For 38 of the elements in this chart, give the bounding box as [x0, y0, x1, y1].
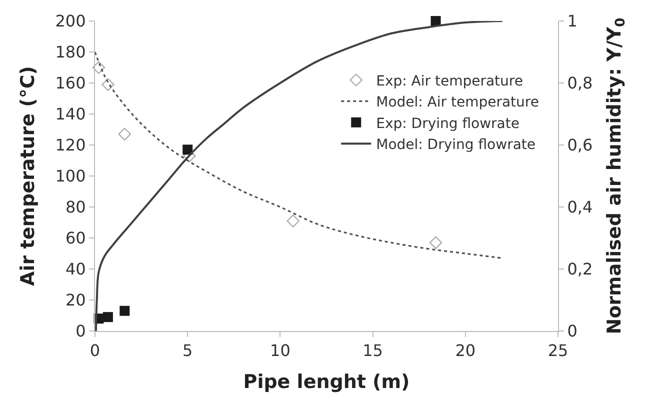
x-tick-label: 5: [182, 341, 193, 360]
x-tick-label: 25: [548, 341, 568, 360]
y-tick-label: 160: [55, 74, 86, 93]
y-tick-label: 200: [55, 12, 86, 31]
x-tick-label: 0: [90, 341, 100, 360]
legend-label: Model: Drying flowrate: [376, 137, 536, 154]
point: [429, 236, 442, 249]
x-axis-title: Pipe lenght (m): [243, 371, 410, 393]
x-tick-label: 20: [455, 341, 476, 360]
point: [120, 306, 130, 316]
y-tick-label: 180: [55, 42, 86, 62]
point: [102, 312, 113, 322]
point: [118, 128, 131, 140]
y2-tick-label: 0,2: [567, 260, 593, 279]
legend-label: Exp: Drying flowrate: [376, 116, 520, 132]
point: [286, 214, 300, 228]
legend-label: Exp: Air temperature: [376, 73, 523, 90]
point: [92, 61, 106, 74]
point: [430, 16, 441, 26]
y-tick-label: 0: [76, 322, 86, 341]
y-tick-label: 20: [65, 290, 86, 310]
y2-tick-label: 0,6: [567, 136, 593, 155]
legend-label: Model: Air temperature: [376, 94, 539, 111]
point: [102, 78, 114, 91]
y-tick-label: 140: [55, 104, 86, 124]
y2-tick-label: 0: [567, 322, 578, 341]
y-tick-label: 40: [65, 260, 86, 279]
y2-tick-label: 0,4: [567, 198, 593, 217]
x-tick-label: 10: [270, 341, 290, 360]
y2-tick-label: 1: [567, 12, 578, 31]
y2-tick-label: 0,8: [567, 74, 593, 93]
x-tick-label: 15: [362, 341, 383, 360]
point: [182, 144, 193, 155]
y-tick-label: 120: [55, 136, 86, 155]
y-tick-label: 60: [65, 228, 86, 248]
y-axis-title: Air temperature (°C): [17, 66, 40, 286]
y-tick-label: 100: [55, 166, 86, 186]
y-tick-label: 80: [65, 198, 86, 217]
